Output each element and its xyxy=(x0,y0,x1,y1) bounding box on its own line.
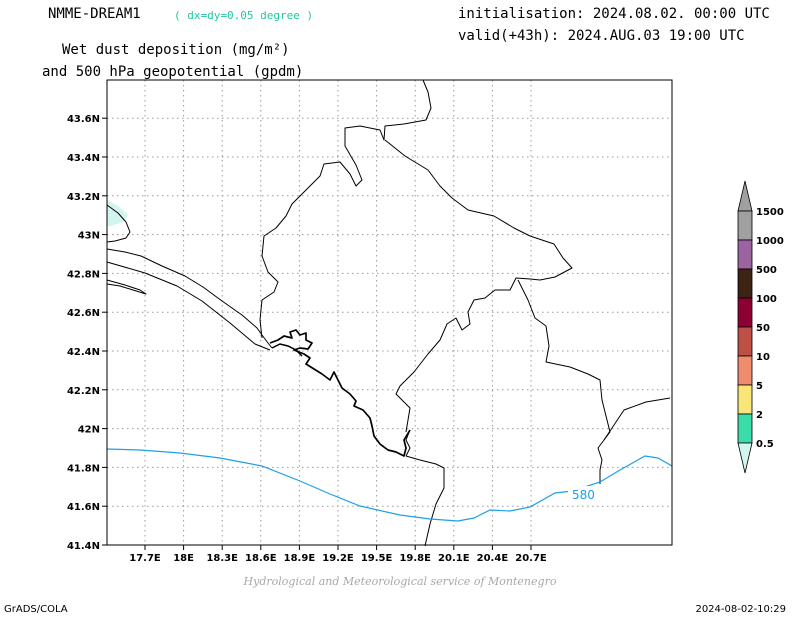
lon-tick-label: 19.2E xyxy=(322,553,354,564)
footer-software: GrADS/COLA xyxy=(4,604,68,615)
lon-tick-label: 20.4E xyxy=(477,553,509,564)
legend-label: 50 xyxy=(756,323,770,334)
resolution-note: ( dx=dy=0.05 degree ) xyxy=(174,9,314,22)
lat-tick-label: 43.4N xyxy=(67,153,100,164)
lat-tick-label: 42.2N xyxy=(67,386,100,397)
lon-tick-label: 20.7E xyxy=(515,553,547,564)
legend-swatch xyxy=(737,326,753,357)
lon-tick-label: 19.5E xyxy=(361,553,393,564)
lat-tick-label: 41.4N xyxy=(67,541,100,552)
legend-swatch xyxy=(737,268,753,299)
legend-label: 0.5 xyxy=(756,439,774,450)
legend-label: 1500 xyxy=(756,207,784,218)
geopotential-contour-580 xyxy=(106,448,673,522)
contour-label-bg xyxy=(568,486,598,500)
legend-swatch xyxy=(737,384,753,415)
longitude-ticks: 17.7E 18E 18.3E 18.6E 18.9E 19.2E 19.5E 19.8E 20… xyxy=(129,545,547,564)
initialisation-time: initialisation: 2024.08.02. 00:00 UTC xyxy=(458,6,770,22)
legend-swatch xyxy=(737,355,753,386)
map-borders xyxy=(106,79,671,547)
legend-bottom-arrow xyxy=(737,442,753,474)
lat-tick-label: 43.6N xyxy=(67,114,100,125)
color-legend: 0.5 2 5 10 50 100 500 1000 1500 xyxy=(737,180,784,474)
latitude-ticks: 41.4N 41.6N 41.8N 42N 42.2N 42.4N 42.6N 42.8N 43… xyxy=(67,114,107,552)
lat-tick-label: 41.6N xyxy=(67,502,100,513)
lon-tick-label: 18E xyxy=(173,553,194,564)
lon-tick-label: 18.3E xyxy=(206,553,238,564)
legend-top-arrow xyxy=(737,180,753,212)
legend-swatch xyxy=(737,239,753,270)
lon-tick-label: 19.8E xyxy=(399,553,431,564)
variable-title-line2: and 500 hPa geopotential (gpdm) xyxy=(42,64,304,80)
lat-tick-label: 43.2N xyxy=(67,192,100,203)
map-grid xyxy=(107,80,672,545)
legend-label: 2 xyxy=(756,410,763,421)
footer-timestamp: 2024-08-02-10:29 xyxy=(695,604,786,615)
contour-label: 580 xyxy=(572,488,595,502)
lat-tick-label: 43N xyxy=(78,231,100,242)
legend-label: 500 xyxy=(756,265,777,276)
lat-tick-label: 42.4N xyxy=(67,347,100,358)
legend-swatch xyxy=(737,297,753,328)
legend-swatch xyxy=(737,413,753,444)
lat-tick-label: 41.8N xyxy=(67,463,100,474)
legend-label: 10 xyxy=(756,352,770,363)
model-title: NMME-DREAM1 xyxy=(48,6,141,22)
credit-text: Hydrological and Meteorological service … xyxy=(243,575,557,588)
lat-tick-label: 42.6N xyxy=(67,308,100,319)
legend-label: 5 xyxy=(756,381,763,392)
lat-tick-label: 42.8N xyxy=(67,269,100,280)
lon-tick-label: 18.6E xyxy=(245,553,277,564)
legend-label: 1000 xyxy=(756,236,784,247)
valid-time: valid(+43h): 2024.AUG.03 19:00 UTC xyxy=(458,28,745,44)
lat-tick-label: 42N xyxy=(78,425,100,436)
coastline-detail xyxy=(269,329,411,457)
legend-swatch xyxy=(737,210,753,241)
lon-tick-label: 17.7E xyxy=(129,553,161,564)
variable-title-line1: Wet dust deposition (mg/m²) xyxy=(62,42,290,58)
lon-tick-label: 18.9E xyxy=(284,553,316,564)
legend-label: 100 xyxy=(756,294,777,305)
lon-tick-label: 20.1E xyxy=(438,553,470,564)
